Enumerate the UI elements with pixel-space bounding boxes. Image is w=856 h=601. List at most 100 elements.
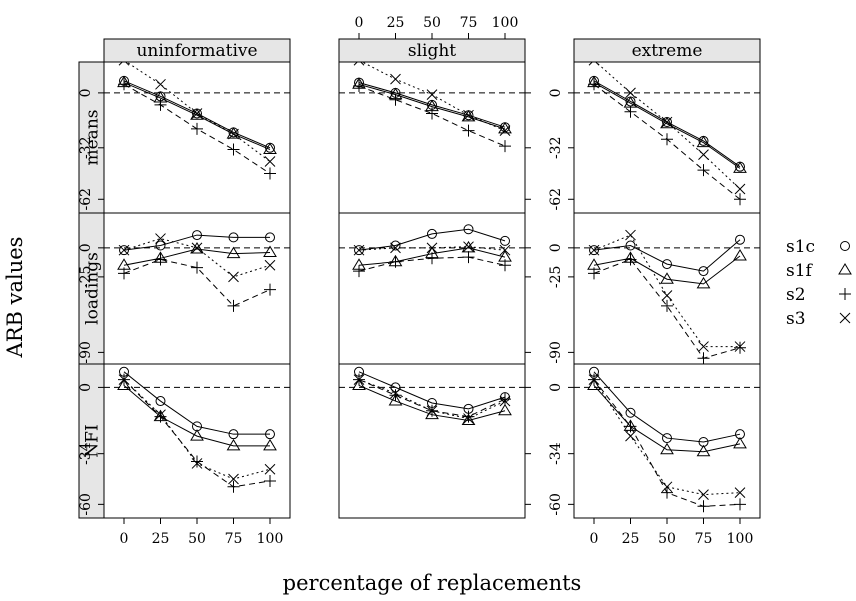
y-tick-label: -32 xyxy=(78,137,94,160)
y-tick-label: -34 xyxy=(78,442,94,465)
point-s1c xyxy=(662,433,672,444)
axes: uninformative slight extreme means loadings N… xyxy=(78,15,761,547)
column-strip-label: extreme xyxy=(632,41,703,61)
point-s1f xyxy=(696,276,711,289)
point-s1f xyxy=(733,249,747,261)
point-s2 xyxy=(264,283,276,296)
point-s2 xyxy=(661,486,673,499)
point-s2 xyxy=(353,265,365,278)
series-line-s1c xyxy=(358,228,506,251)
point-s2 xyxy=(499,393,511,406)
point-s3 xyxy=(499,125,511,136)
point-s1f xyxy=(733,161,747,173)
point-s3 xyxy=(463,241,474,253)
point-s3 xyxy=(264,156,276,167)
point-s1f xyxy=(190,242,204,254)
x-tick-label-top: 50 xyxy=(423,15,441,31)
y-tick-label: 0 xyxy=(548,243,564,252)
point-s1f xyxy=(696,135,711,148)
row-strip-label: NFI xyxy=(83,424,103,457)
point-s2 xyxy=(588,267,600,280)
y-tick-label: 0 xyxy=(548,88,564,97)
series-line-s1f xyxy=(358,83,506,130)
point-s2 xyxy=(264,474,276,487)
point-s1f xyxy=(660,116,674,129)
point-s3 xyxy=(191,242,203,254)
panel-extreme-NFI xyxy=(573,363,761,519)
point-s1f xyxy=(388,394,403,406)
y-tick-label: -60 xyxy=(548,493,564,516)
row-strip-NFI xyxy=(78,363,105,519)
series-line-s1f xyxy=(123,385,270,447)
point-s1f xyxy=(117,378,131,390)
point-s3 xyxy=(155,78,166,90)
legend-entry-s3: s3 xyxy=(786,309,851,329)
point-s3 xyxy=(390,387,401,399)
panel-grid xyxy=(103,54,761,519)
point-s1f xyxy=(461,109,476,122)
point-s3 xyxy=(625,229,636,241)
point-s1f xyxy=(226,246,241,259)
point-s2 xyxy=(624,420,637,433)
y-tick-label: -34 xyxy=(548,442,564,465)
point-s3 xyxy=(463,413,474,424)
point-s2 xyxy=(734,193,746,206)
series-line-s3 xyxy=(358,246,506,251)
point-s2 xyxy=(624,105,637,118)
point-s2 xyxy=(661,299,673,312)
panel-frame xyxy=(103,212,291,365)
point-s1c xyxy=(735,234,745,245)
point-s3 xyxy=(625,87,636,99)
legend-marker-s2 xyxy=(839,288,851,300)
x-tick-label: 75 xyxy=(695,531,713,547)
legend-entry-s2: s2 xyxy=(786,285,851,305)
point-s2 xyxy=(191,122,203,135)
point-s2 xyxy=(154,410,167,423)
point-s3 xyxy=(118,374,130,385)
point-s1c xyxy=(354,245,364,256)
legend: s1c s1f s2 s3 xyxy=(786,237,852,329)
column-strip-label: slight xyxy=(408,41,456,61)
point-s1f xyxy=(733,436,747,449)
y-tick-label: -62 xyxy=(548,188,564,211)
panel-uninformative-means xyxy=(103,54,291,214)
column-strip-uninformative xyxy=(103,38,291,63)
point-s1f xyxy=(263,245,277,257)
point-s2 xyxy=(697,164,710,177)
x-tick-label: 75 xyxy=(225,531,243,547)
point-s3 xyxy=(155,233,166,244)
y-tick-label: -90 xyxy=(78,341,94,364)
point-s3 xyxy=(353,244,365,256)
panel-frame xyxy=(338,363,526,519)
point-s3 xyxy=(588,244,600,256)
y-tick-label: -60 xyxy=(78,493,94,516)
row-strip-means xyxy=(78,61,105,214)
y-tick-label: -25 xyxy=(78,266,94,289)
series-line-s2 xyxy=(123,258,271,307)
x-tick-label: 25 xyxy=(152,531,170,547)
point-s1c xyxy=(589,245,599,256)
point-s1c xyxy=(625,240,636,251)
x-tick-label-top: 0 xyxy=(355,15,364,31)
point-s3 xyxy=(228,271,239,283)
point-s2 xyxy=(661,133,673,146)
point-s2 xyxy=(264,167,276,180)
point-s3 xyxy=(463,109,474,121)
panel-slight-NFI xyxy=(338,363,526,519)
x-tick-label-top: 100 xyxy=(492,15,519,31)
point-s3 xyxy=(661,116,673,128)
point-s3 xyxy=(661,290,673,301)
x-tick-label: 100 xyxy=(257,531,284,547)
point-s3 xyxy=(734,341,746,352)
column-strip-extreme xyxy=(573,38,761,63)
x-tick-label: 25 xyxy=(622,531,640,547)
point-s1c xyxy=(192,230,202,241)
series-line-s1c xyxy=(593,371,741,443)
panel-uninformative-loadings xyxy=(103,212,291,365)
point-s3 xyxy=(734,487,746,499)
legend-marker-s3 xyxy=(839,312,851,324)
point-s2 xyxy=(462,124,475,137)
point-s1f xyxy=(190,429,204,441)
point-s3 xyxy=(734,183,746,195)
